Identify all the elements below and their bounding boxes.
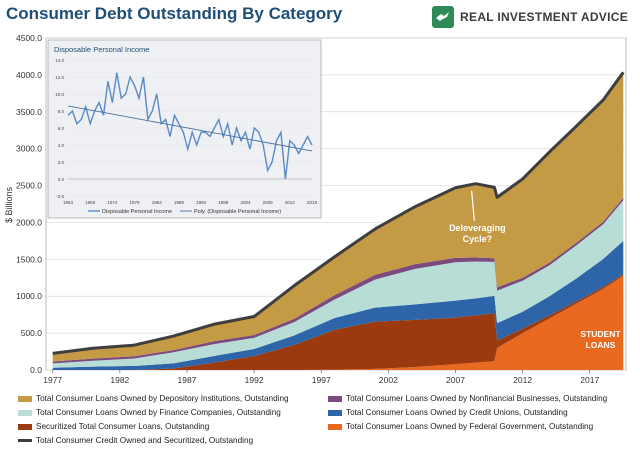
y-tick-label: 3000.0 <box>16 144 42 154</box>
inset-x-tick-label: 1974 <box>107 200 118 205</box>
inset-x-tick-label: 2009 <box>263 200 274 205</box>
legend-label-federal: Total Consumer Loans Owned by Federal Go… <box>346 422 594 431</box>
main-chart: 0.0 500.0 1000.0 1500.0 2000.0 2500.0 3000.0 35… <box>4 33 627 385</box>
inset-x-tick-label: 2019 <box>307 200 318 205</box>
inset-trend-line <box>67 105 313 152</box>
inset-x-tick-label: 1999 <box>218 200 229 205</box>
inset-chart: Disposable Personal Income -2.0 0.0 2.0 4.0… <box>47 39 322 219</box>
y-tick-label: 2000.0 <box>16 217 42 227</box>
legend-item-nonfinancial: Total Consumer Loans Owned by Nonfinanci… <box>328 394 607 403</box>
x-tick-label: 2007 <box>446 375 465 385</box>
legend-label-nonfinancial: Total Consumer Loans Owned by Nonfinanci… <box>346 394 608 403</box>
y-tick-label: 4000.0 <box>16 70 42 80</box>
x-tick-label: 1982 <box>110 375 129 385</box>
area-depository <box>52 72 624 362</box>
inset-x-tick-label: 2014 <box>285 200 296 205</box>
legend-swatch-credit-unions <box>328 409 342 416</box>
annotation-loans: LOANS <box>586 340 616 350</box>
y-tick-label: 4500.0 <box>16 33 42 43</box>
legend-item-total: Total Consumer Credit Owned and Securiti… <box>18 436 253 445</box>
x-tick-label: 2012 <box>513 375 532 385</box>
inset-x-tick-label: 1979 <box>130 200 141 205</box>
legend-item-finance: Total Consumer Loans Owned by Finance Co… <box>18 408 281 417</box>
inset-x-tick-label: 1994 <box>196 200 207 205</box>
legend-label-credit-unions: Total Consumer Loans Owned by Credit Uni… <box>346 408 568 417</box>
brand: REAL INVESTMENT ADVICE <box>432 6 628 28</box>
area-federal <box>52 275 624 370</box>
inset-legend-label-dpi: Disposable Personal Income <box>102 209 172 215</box>
legend-item-depository: Total Consumer Loans Owned by Depository… <box>18 394 289 403</box>
y-tick-label: 1000.0 <box>16 291 42 301</box>
inset-y-tick-label: 0.0 <box>58 177 65 182</box>
inset-x-tick-label: 1969 <box>85 200 96 205</box>
legend-label-securitized: Securitized Total Consumer Loans, Outsta… <box>36 422 210 431</box>
inset-y-tick-label: 14.0 <box>55 58 64 63</box>
y-tick-label: 500.0 <box>21 328 43 338</box>
y-axis-label: $ Billions <box>4 186 14 223</box>
y-tick-label: 0.0 <box>30 365 42 375</box>
inset-legend-label-trend: Poly. (Disposable Personal Income) <box>194 209 281 215</box>
annotation-cycle: Cycle? <box>463 234 493 244</box>
legend-swatch-finance <box>18 409 32 416</box>
inset-x-tick-label: 1964 <box>63 200 74 205</box>
legend-item-credit-unions: Total Consumer Loans Owned by Credit Uni… <box>328 408 568 417</box>
legend-label-total: Total Consumer Credit Owned and Securiti… <box>36 436 254 445</box>
legend-item-securitized: Securitized Total Consumer Loans, Outsta… <box>18 422 209 431</box>
eagle-glyph-icon <box>436 12 450 21</box>
inset-background <box>47 39 322 219</box>
inset-y-tick-label: 8.0 <box>58 109 65 114</box>
y-tick-label: 3500.0 <box>16 107 42 117</box>
inset-x-tick-label: 1989 <box>174 200 185 205</box>
inset-x-tick-label: 1984 <box>152 200 163 205</box>
inset-y-tick-label: 4.0 <box>58 143 65 148</box>
legend-label-depository: Total Consumer Loans Owned by Depository… <box>36 394 289 403</box>
x-tick-label: 1977 <box>43 375 62 385</box>
inset-y-tick-label: 12.0 <box>55 75 64 80</box>
chart-title: Consumer Debt Outstanding By Category <box>6 4 343 23</box>
brand-name: REAL INVESTMENT ADVICE <box>460 10 628 24</box>
inset-x-tick-label: 2004 <box>240 200 251 205</box>
y-tick-label: 2500.0 <box>16 181 42 191</box>
legend-swatch-federal <box>328 423 342 430</box>
legend-swatch-securitized <box>18 423 32 430</box>
annotation-student: STUDENT <box>580 329 621 339</box>
inset-y-tick-label: 2.0 <box>58 160 65 165</box>
legend-swatch-total <box>18 439 32 442</box>
annotation-deleveraging: Deleveraging <box>449 223 506 233</box>
inset-title: Disposable Personal Income <box>54 45 149 54</box>
eagle-logo-icon <box>432 6 455 28</box>
x-tick-label: 1992 <box>245 375 264 385</box>
area-securitized <box>52 274 624 370</box>
x-tick-label: 2002 <box>379 375 398 385</box>
x-tick-label: 2017 <box>580 375 599 385</box>
legend-label-finance: Total Consumer Loans Owned by Finance Co… <box>36 408 281 417</box>
legend-item-federal: Total Consumer Loans Owned by Federal Go… <box>328 422 593 431</box>
annotation-arrow <box>471 190 475 221</box>
y-tick-label: 1500.0 <box>16 254 42 264</box>
inset-y-tick-label: -2.0 <box>56 194 64 199</box>
inset-y-tick-label: 10.0 <box>55 92 64 97</box>
legend-swatch-nonfinancial <box>328 395 342 402</box>
total-line <box>52 71 625 355</box>
inset-dpi-line <box>67 72 313 180</box>
legend-swatch-depository <box>18 395 32 402</box>
x-tick-label: 1997 <box>312 375 331 385</box>
x-tick-label: 1987 <box>178 375 197 385</box>
inset-y-tick-label: 6.0 <box>58 126 65 131</box>
